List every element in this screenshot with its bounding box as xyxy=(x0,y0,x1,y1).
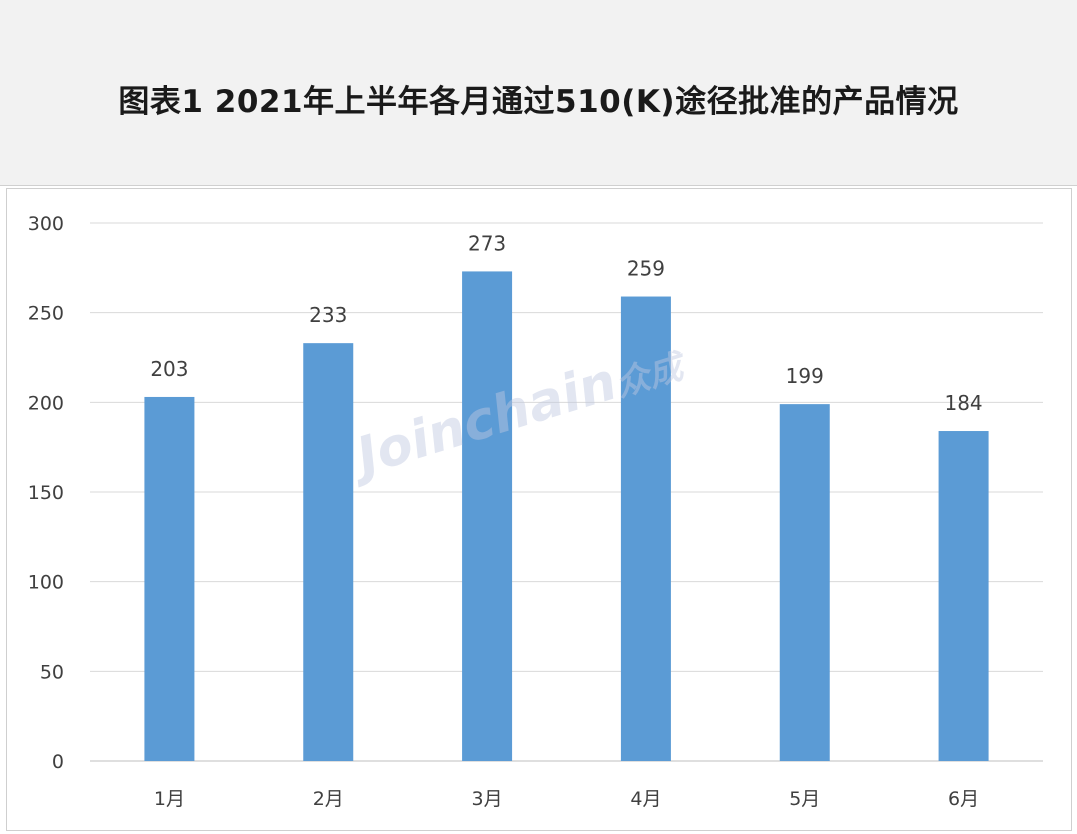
bar xyxy=(462,271,513,761)
y-tick-label: 150 xyxy=(28,482,64,504)
x-tick-label: 3月 xyxy=(472,788,503,810)
data-label: 259 xyxy=(627,257,665,281)
chart-title: 图表1 2021年上半年各月通过510(K)途径批准的产品情况 xyxy=(118,84,959,120)
bar xyxy=(779,404,830,761)
x-tick-label: 6月 xyxy=(948,788,979,810)
bar xyxy=(144,396,195,761)
gridlines xyxy=(90,222,1043,762)
y-tick-label: 50 xyxy=(40,661,64,683)
bar xyxy=(938,431,989,761)
bar xyxy=(303,343,354,761)
data-label: 184 xyxy=(944,391,982,415)
data-labels: 203 233 273 259 199 184 xyxy=(150,231,982,415)
y-tick-label: 100 xyxy=(28,572,64,594)
y-tick-label: 250 xyxy=(28,303,64,325)
y-tick-label: 200 xyxy=(28,392,64,414)
x-tick-label: 4月 xyxy=(630,788,661,810)
data-label: 203 xyxy=(150,357,188,381)
bar xyxy=(620,296,671,761)
chart-header: 图表1 2021年上半年各月通过510(K)途径批准的产品情况 xyxy=(0,0,1077,186)
bars xyxy=(144,271,989,761)
data-label: 199 xyxy=(786,364,824,388)
y-axis-ticks: 0 50 100 150 200 250 300 xyxy=(28,213,64,773)
x-tick-label: 2月 xyxy=(313,788,344,810)
y-tick-label: 0 xyxy=(52,751,64,773)
data-label: 233 xyxy=(309,303,347,327)
x-tick-label: 5月 xyxy=(789,788,820,810)
y-tick-label: 300 xyxy=(28,213,64,235)
x-tick-label: 1月 xyxy=(154,788,185,810)
data-label: 273 xyxy=(468,231,506,255)
x-axis-ticks: 1月 2月 3月 4月 5月 6月 xyxy=(154,788,979,810)
